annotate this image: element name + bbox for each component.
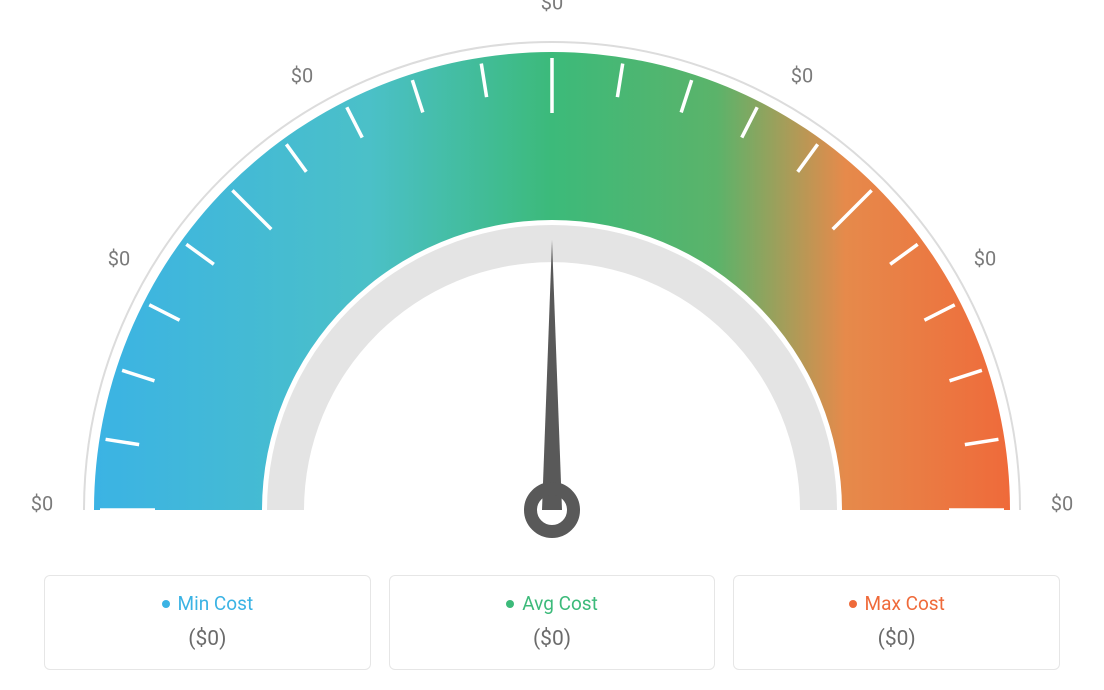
gauge-chart: $0 $0 $0 $0 $0 $0 $0 — [0, 0, 1104, 560]
legend-dot — [506, 600, 514, 608]
legend-card: Min Cost ($0) — [44, 575, 371, 670]
gauge-container: $0 $0 $0 $0 $0 $0 $0 — [0, 0, 1104, 560]
legend-value: ($0) — [402, 627, 703, 651]
legend-title: Max Cost — [865, 592, 945, 615]
gauge-tick-label: $0 — [791, 63, 813, 87]
legend-card: Max Cost ($0) — [733, 575, 1060, 670]
legend-title-row: Max Cost — [746, 592, 1047, 615]
gauge-tick-label: $0 — [108, 246, 130, 270]
gauge-tick-label: $0 — [541, 0, 563, 14]
legend-value: ($0) — [746, 627, 1047, 651]
gauge-tick-label: $0 — [1051, 491, 1073, 515]
gauge-tick-label: $0 — [291, 63, 313, 87]
legend-title-row: Avg Cost — [402, 592, 703, 615]
legend-row: Min Cost ($0) Avg Cost ($0) Max Cost ($0) — [44, 575, 1060, 670]
legend-title: Avg Cost — [522, 592, 598, 615]
gauge-needle — [542, 240, 562, 510]
gauge-tick-label: $0 — [974, 246, 996, 270]
legend-dot — [849, 600, 857, 608]
gauge-tick-label: $0 — [31, 491, 53, 515]
legend-title-row: Min Cost — [57, 592, 358, 615]
legend-dot — [162, 600, 170, 608]
legend-value: ($0) — [57, 627, 358, 651]
legend-card: Avg Cost ($0) — [389, 575, 716, 670]
legend-title: Min Cost — [178, 592, 254, 615]
